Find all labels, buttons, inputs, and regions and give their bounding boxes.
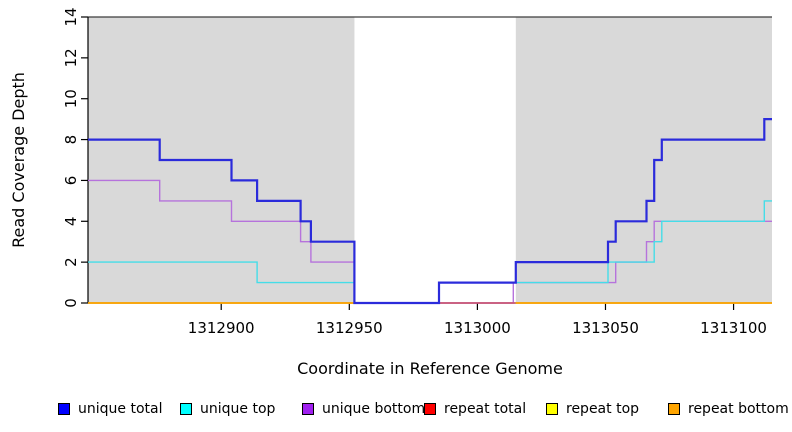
x-tick-label: 1313100 — [700, 319, 767, 337]
x-tick-label: 1313000 — [444, 319, 511, 337]
y-tick-label: 12 — [62, 48, 80, 67]
legend-item-unique-top: unique top — [180, 402, 275, 416]
legend-swatch-unique-top — [180, 403, 192, 415]
legend-label-unique-bottom: unique bottom — [322, 401, 426, 417]
legend-item-unique-bottom: unique bottom — [302, 402, 425, 416]
legend-swatch-repeat-bottom — [668, 403, 680, 415]
legend-label-unique-top: unique top — [200, 401, 276, 417]
legend-swatch-unique-bottom — [302, 403, 314, 415]
legend-item-repeat-bottom: repeat bottom — [668, 402, 789, 416]
x-tick-label: 1312900 — [188, 319, 255, 337]
series-unique-top — [88, 200, 772, 304]
repeat-region-shading — [515, 17, 772, 303]
legend-item-unique-total: unique total — [58, 402, 162, 416]
legend-item-repeat-total: repeat total — [424, 402, 526, 416]
x-axis-title: Coordinate in Reference Genome — [297, 359, 563, 378]
series-unique-total — [88, 118, 772, 305]
x-tick-label: 1312950 — [316, 319, 383, 337]
x-tick-label: 1313050 — [572, 319, 639, 337]
y-tick-label: 6 — [62, 176, 80, 186]
y-tick-label: 4 — [62, 217, 80, 227]
y-tick-label: 8 — [62, 135, 80, 145]
legend-swatch-repeat-total — [424, 403, 436, 415]
legend-label-repeat-top: repeat top — [566, 401, 640, 417]
legend-label-unique-total: unique total — [78, 401, 163, 417]
y-tick-label: 10 — [62, 89, 80, 108]
legend-swatch-unique-total — [58, 403, 70, 415]
legend-swatch-repeat-top — [546, 403, 558, 415]
y-axis-title: Read Coverage Depth — [9, 72, 28, 248]
y-tick-label: 2 — [62, 257, 80, 267]
plot-area: 0 2 4 6 8 10 12 14 1312900 1312950 1313000 1313050 1… — [62, 7, 772, 337]
legend-label-repeat-bottom: repeat bottom — [688, 401, 789, 417]
legend-label-repeat-total: repeat total — [444, 401, 527, 417]
y-tick-label: 14 — [62, 7, 80, 26]
legend-item-repeat-top: repeat top — [546, 402, 639, 416]
y-tick-label: 0 — [62, 298, 80, 308]
